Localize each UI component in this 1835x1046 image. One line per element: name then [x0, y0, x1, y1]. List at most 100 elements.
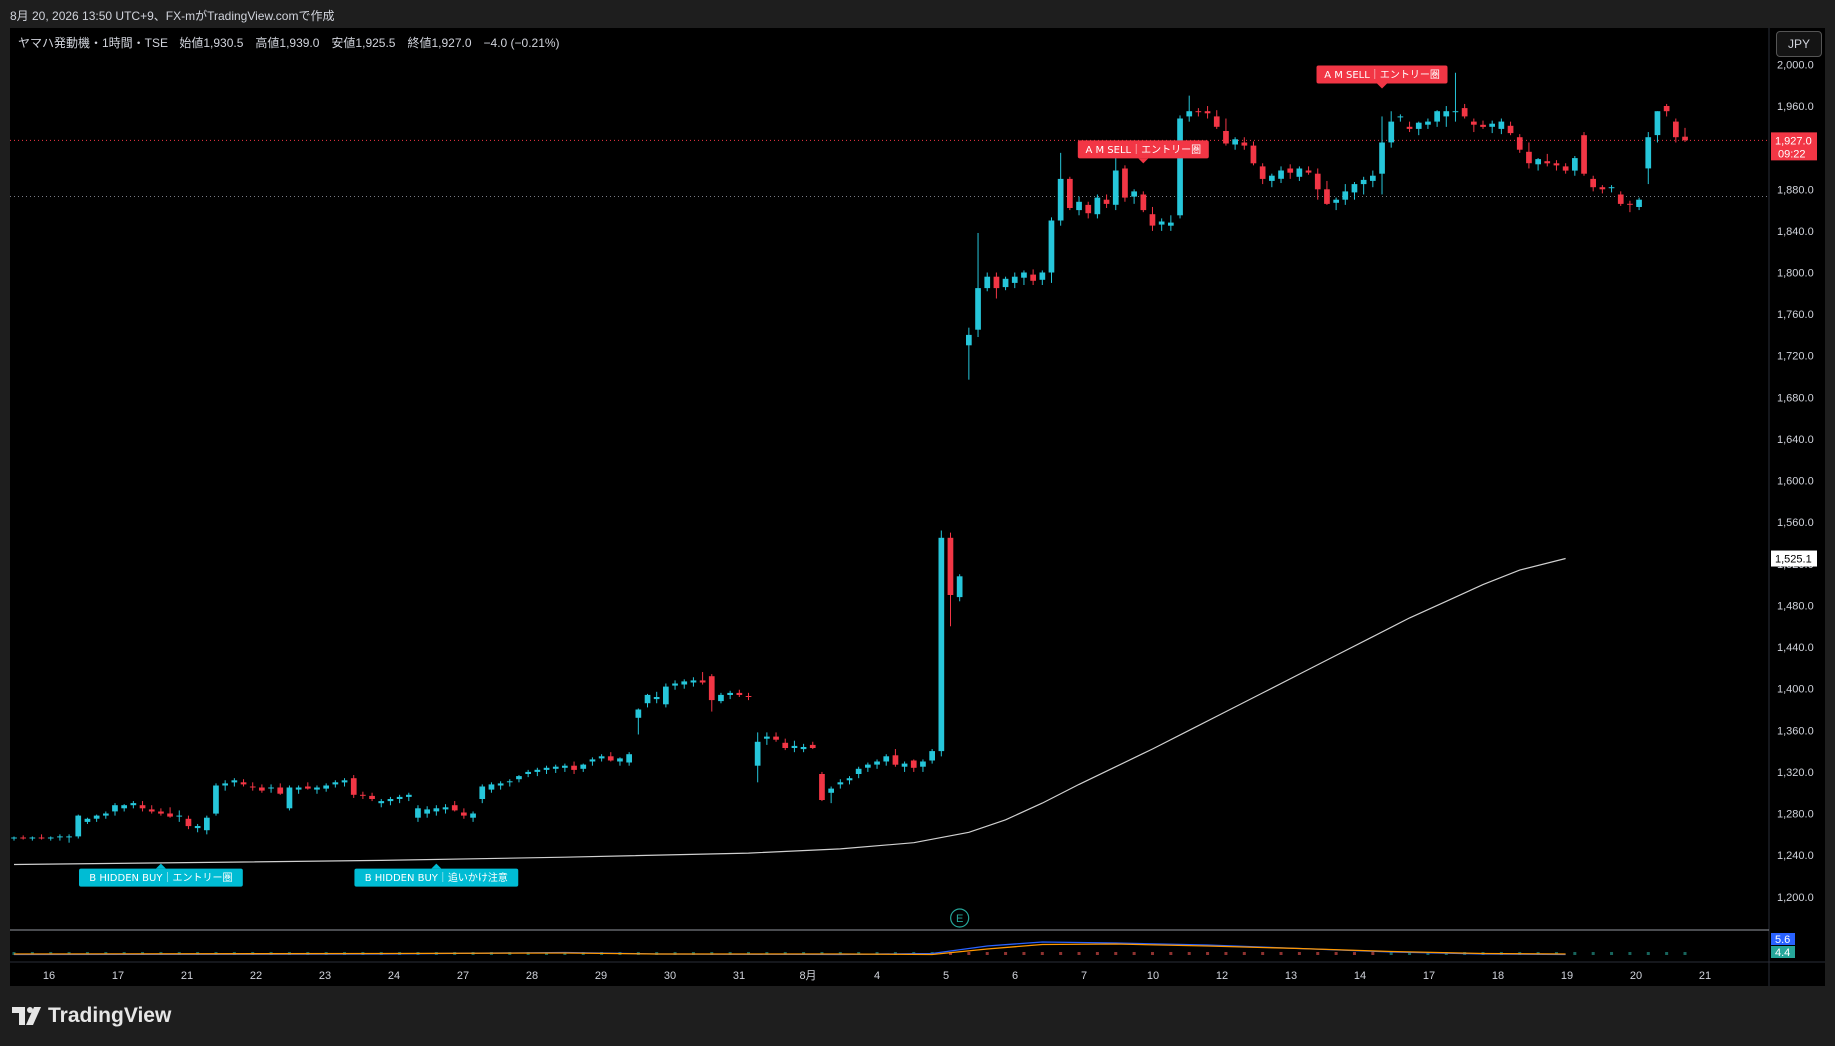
- candle[interactable]: [1057, 152, 1064, 226]
- candle[interactable]: [213, 783, 219, 816]
- candle[interactable]: [1342, 184, 1349, 205]
- candle[interactable]: [424, 806, 430, 818]
- sell-signal-label[interactable]: A M SELL｜エントリー圏: [1077, 140, 1209, 164]
- candle[interactable]: [718, 692, 724, 704]
- candle[interactable]: [38, 834, 45, 840]
- candle[interactable]: [892, 749, 899, 767]
- candle[interactable]: [1627, 200, 1633, 213]
- candle[interactable]: [938, 530, 945, 757]
- candle[interactable]: [1241, 137, 1248, 150]
- candle[interactable]: [920, 759, 926, 772]
- candle[interactable]: [47, 836, 54, 841]
- candle[interactable]: [1333, 197, 1339, 211]
- candle[interactable]: [736, 689, 743, 698]
- candle[interactable]: [846, 776, 853, 785]
- candle[interactable]: [433, 805, 440, 816]
- candle[interactable]: [1489, 120, 1495, 134]
- candle[interactable]: [1305, 166, 1312, 175]
- candle[interactable]: [93, 814, 100, 822]
- candle[interactable]: [1067, 176, 1073, 211]
- candle[interactable]: [103, 811, 109, 819]
- candle[interactable]: [249, 782, 256, 791]
- candle[interactable]: [57, 834, 63, 841]
- candle[interactable]: [1287, 164, 1294, 179]
- candle[interactable]: [1094, 194, 1101, 219]
- candle[interactable]: [396, 794, 403, 804]
- candle[interactable]: [1645, 132, 1652, 185]
- candle[interactable]: [1030, 269, 1036, 285]
- candle[interactable]: [1158, 218, 1165, 231]
- candle[interactable]: [672, 680, 678, 690]
- candle[interactable]: [479, 784, 486, 804]
- candle[interactable]: [461, 808, 467, 819]
- candle[interactable]: [222, 780, 228, 791]
- candle[interactable]: [764, 732, 770, 745]
- candle[interactable]: [1425, 118, 1431, 129]
- candlestick-chart[interactable]: B HIDDEN BUY｜エントリー圏 B HIDDEN BUY｜追いかけ注意 A …: [10, 28, 1825, 986]
- candle[interactable]: [1223, 118, 1229, 146]
- candle[interactable]: [1131, 189, 1137, 204]
- candle[interactable]: [1581, 132, 1587, 176]
- candle[interactable]: [277, 783, 284, 795]
- candle[interactable]: [1471, 118, 1477, 133]
- candle[interactable]: [1562, 163, 1569, 174]
- candle[interactable]: [1673, 118, 1679, 143]
- candle[interactable]: [1002, 276, 1009, 291]
- candle[interactable]: [240, 779, 247, 787]
- candle[interactable]: [1526, 142, 1532, 169]
- candle[interactable]: [1590, 175, 1596, 192]
- candle[interactable]: [185, 815, 192, 830]
- candle[interactable]: [470, 811, 476, 822]
- candle[interactable]: [1452, 72, 1459, 122]
- currency-button[interactable]: JPY: [1776, 31, 1822, 57]
- candle[interactable]: [1011, 272, 1018, 289]
- candle[interactable]: [727, 690, 733, 700]
- candle[interactable]: [708, 674, 715, 712]
- candle[interactable]: [130, 801, 137, 809]
- candle[interactable]: [1250, 141, 1257, 166]
- candle[interactable]: [176, 810, 183, 822]
- candle[interactable]: [1599, 185, 1606, 194]
- candle[interactable]: [1278, 166, 1284, 184]
- candle[interactable]: [1406, 121, 1413, 133]
- candle[interactable]: [1507, 121, 1514, 136]
- candle[interactable]: [112, 803, 118, 816]
- candle[interactable]: [1351, 181, 1358, 200]
- candle[interactable]: [929, 749, 935, 764]
- candle[interactable]: [1443, 106, 1450, 127]
- candle[interactable]: [809, 741, 816, 750]
- candle[interactable]: [415, 805, 421, 822]
- candle[interactable]: [1415, 121, 1422, 136]
- candle[interactable]: [1039, 270, 1046, 285]
- candle[interactable]: [1388, 111, 1395, 148]
- candle[interactable]: [1186, 95, 1193, 122]
- candle[interactable]: [194, 823, 201, 833]
- candle[interactable]: [782, 738, 789, 751]
- candle[interactable]: [644, 693, 651, 708]
- candle[interactable]: [607, 752, 614, 762]
- candle[interactable]: [259, 784, 265, 793]
- candle[interactable]: [1149, 206, 1156, 231]
- candle[interactable]: [1269, 173, 1275, 188]
- candle[interactable]: [1021, 270, 1027, 285]
- candle[interactable]: [1617, 191, 1624, 206]
- candle[interactable]: [580, 763, 587, 772]
- candle[interactable]: [791, 740, 798, 753]
- candle[interactable]: [653, 691, 660, 704]
- candle[interactable]: [204, 815, 210, 835]
- candle[interactable]: [745, 692, 752, 701]
- buy-signal-label[interactable]: B HIDDEN BUY｜エントリー圏: [79, 863, 243, 887]
- candle[interactable]: [350, 775, 357, 798]
- buy-signal-label[interactable]: B HIDDEN BUY｜追いかけ注意: [354, 863, 519, 887]
- candle[interactable]: [1177, 115, 1183, 219]
- candle[interactable]: [699, 672, 706, 685]
- candle[interactable]: [598, 754, 605, 762]
- candle[interactable]: [1572, 155, 1578, 176]
- candle[interactable]: [158, 808, 164, 816]
- candle[interactable]: [993, 272, 1000, 299]
- candle[interactable]: [690, 677, 697, 687]
- candle[interactable]: [11, 836, 17, 841]
- candle[interactable]: [754, 732, 761, 783]
- candle[interactable]: [910, 759, 917, 772]
- candle[interactable]: [488, 782, 495, 793]
